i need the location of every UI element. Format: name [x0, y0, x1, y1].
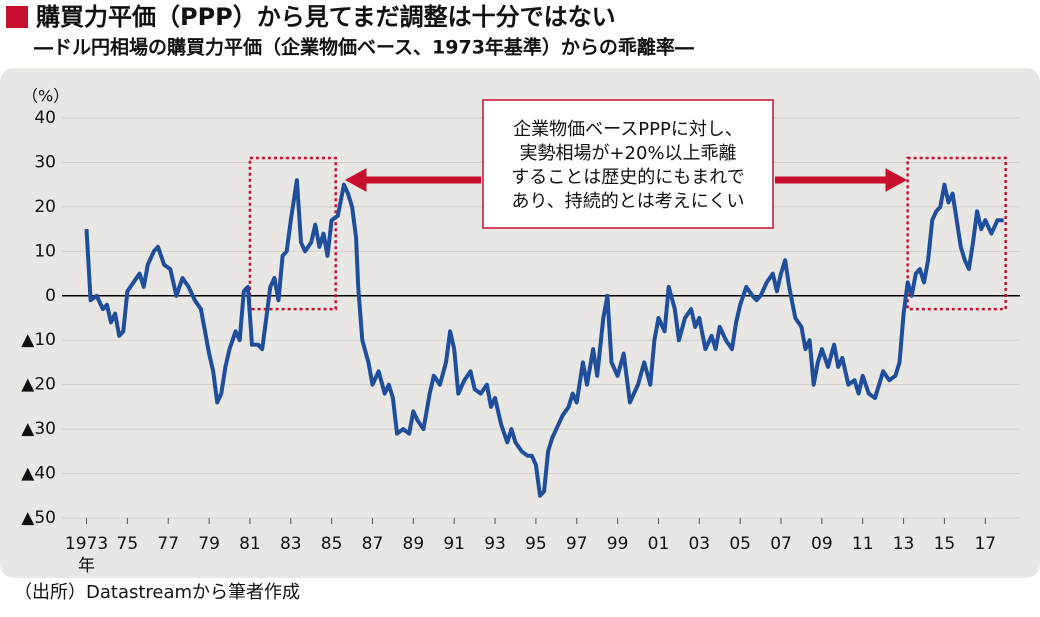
x-tick-label: 97 [566, 534, 588, 554]
annotation-line: することは歴史的にもまれで [511, 167, 744, 188]
annotation-line: 実勢相場が+20%以上乖離 [519, 143, 736, 164]
x-tick-label: 93 [484, 534, 506, 554]
x-tick-label: 79 [198, 534, 220, 554]
y-tick-label: 20 [34, 197, 56, 217]
x-tick-label: 03 [688, 534, 710, 554]
x-tick-label: 91 [443, 534, 465, 554]
chart-background [0, 68, 1040, 578]
y-tick-label: 0 [45, 286, 56, 306]
source-note: （出所）Datastreamから筆者作成 [14, 582, 300, 603]
x-tick-label: 83 [280, 534, 302, 554]
highlight-box [906, 156, 1007, 311]
x-tick-label: 87 [362, 534, 384, 554]
x-unit: 年 [78, 556, 95, 576]
x-tick-label: 07 [770, 534, 792, 554]
annotation-line: 企業物価ベースPPPに対し、 [513, 119, 743, 140]
x-tick-label: 13 [893, 534, 915, 554]
x-tick-label: 85 [321, 534, 343, 554]
x-tick-label: 77 [157, 534, 179, 554]
x-tick-label: 09 [811, 534, 833, 554]
title-marker [6, 6, 28, 28]
y-tick-label: ▲50 [21, 508, 56, 528]
x-tick-label: 99 [607, 534, 629, 554]
y-tick-label: 40 [34, 108, 56, 128]
x-tick-label: 89 [403, 534, 425, 554]
x-tick-label: 15 [934, 534, 956, 554]
x-tick-label: 05 [729, 534, 751, 554]
x-tick-label: 1973 [65, 534, 108, 554]
annotation-line: あり、持続的とは考えにくい [512, 191, 745, 212]
y-tick-label: ▲10 [21, 330, 56, 350]
chart-subtitle: ―ドル円相場の購買力平価（企業物価ベース、1973年基準）からの乖離率― [34, 36, 694, 59]
y-tick-label: 30 [34, 152, 56, 172]
annotation: 企業物価ベースPPPに対し、実勢相場が+20%以上乖離することは歴史的にもまれで… [511, 119, 744, 212]
x-tick-label: 95 [525, 534, 547, 554]
y-tick-label: 10 [34, 241, 56, 261]
highlight-box [248, 156, 337, 311]
x-tick-label: 17 [974, 534, 996, 554]
annotation-box [482, 99, 774, 229]
x-tick-label: 01 [648, 534, 670, 554]
x-tick-label: 11 [852, 534, 874, 554]
y-tick-label: ▲40 [21, 464, 56, 484]
x-tick-label: 81 [239, 534, 261, 554]
x-tick-label: 75 [117, 534, 139, 554]
line-series [84, 178, 1004, 498]
arrows [344, 168, 908, 192]
arrow-head [344, 168, 367, 192]
chart-title: 購買力平価（PPP）から見てまだ調整は十分ではない [36, 3, 616, 31]
y-tick-label: ▲30 [21, 419, 56, 439]
y-tick-label: ▲20 [21, 375, 56, 395]
arrow-head [885, 168, 908, 192]
y-unit: （%） [22, 87, 69, 106]
